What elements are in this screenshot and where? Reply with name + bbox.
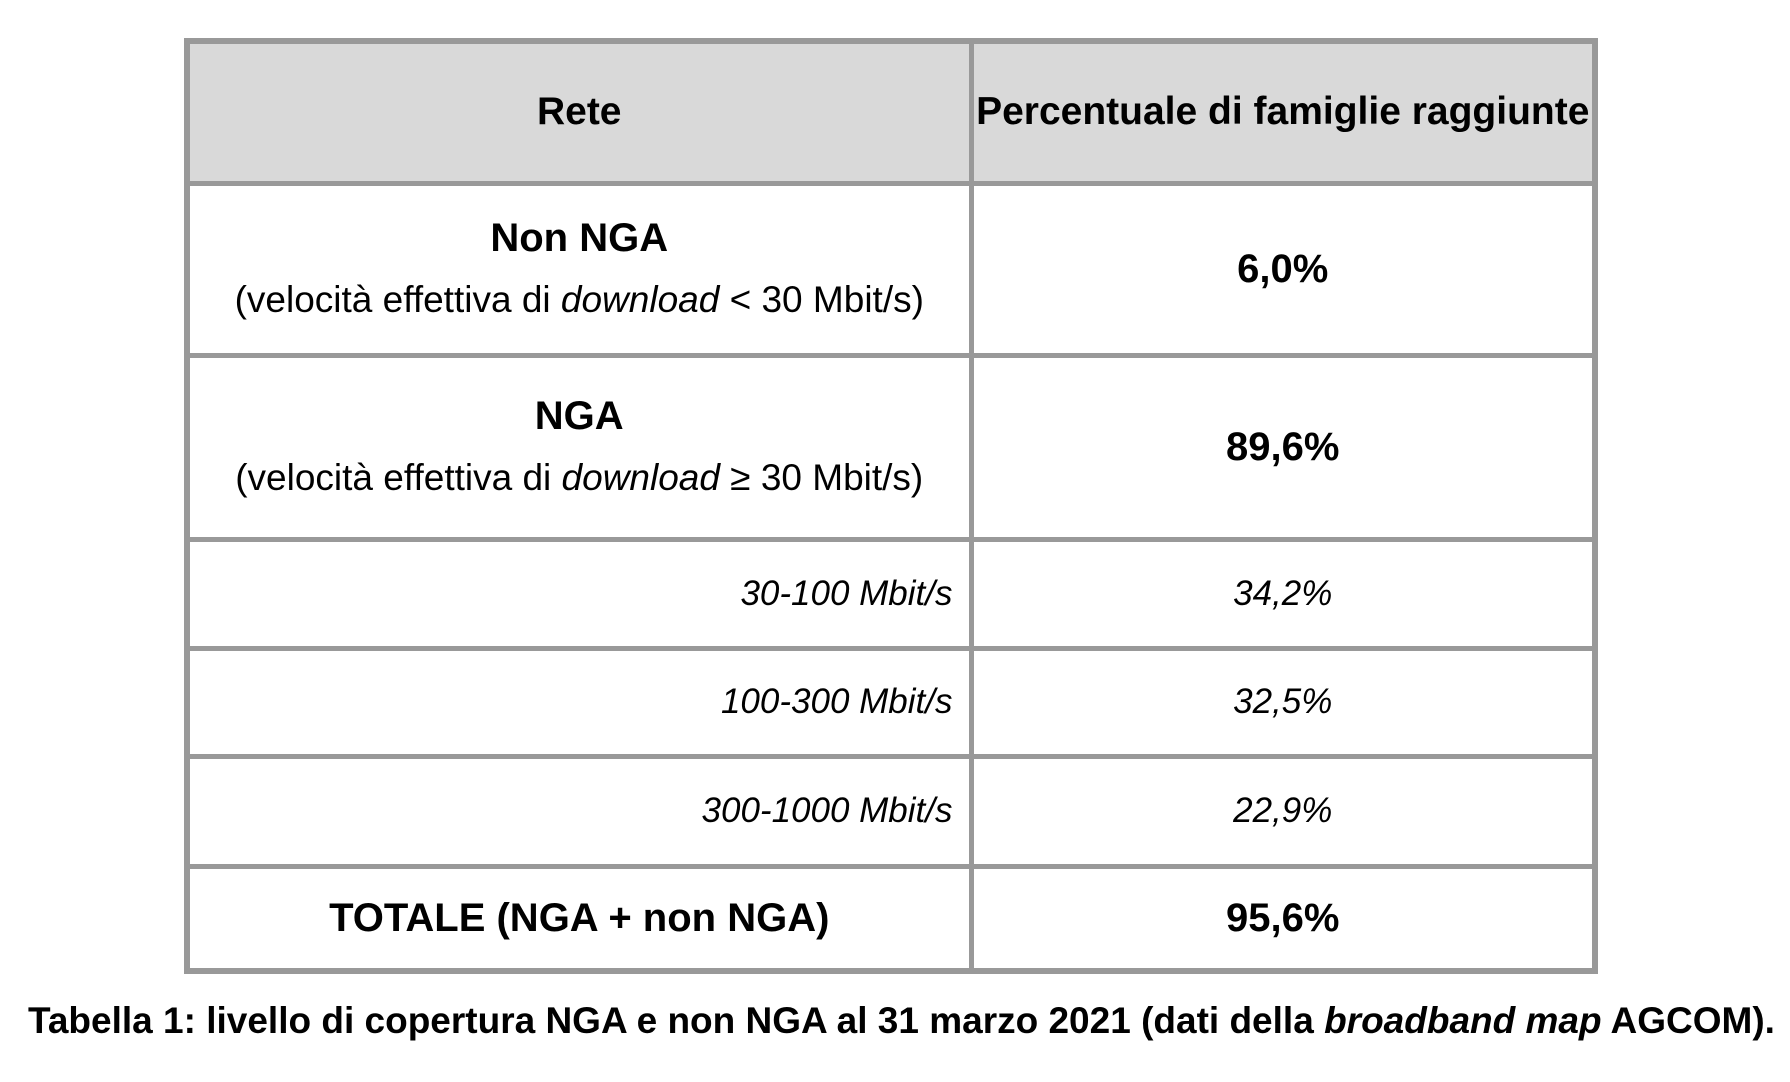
cell-band-30-100-value: 34,2% [968, 536, 1598, 651]
non-nga-label-block: Non NGA (velocità effettiva di download … [192, 208, 966, 330]
cell-band-300-1000-value: 22,9% [968, 753, 1598, 869]
table-header-row: Rete Percentuale di famiglie raggiunte [184, 38, 1598, 186]
band-300-1000-label: 300-1000 Mbit/s [701, 791, 953, 830]
nga-detail-italic: download [561, 457, 720, 498]
cell-totale-label: TOTALE (NGA + non NGA) [184, 863, 974, 974]
cell-nga-value: 89,6% [968, 352, 1598, 542]
cell-non-nga-label: Non NGA (velocità effettiva di download … [184, 180, 974, 358]
row-band-300-1000: 300-1000 Mbit/s 22,9% [184, 753, 1598, 869]
totale-value: 95,6% [1226, 895, 1340, 940]
non-nga-detail: (velocità effettiva di download < 30 Mbi… [192, 269, 966, 330]
non-nga-value: 6,0% [1237, 246, 1329, 291]
non-nga-detail-italic: download [560, 279, 720, 320]
cell-band-100-300-label: 100-300 Mbit/s [184, 645, 974, 759]
nga-label-block: NGA (velocità effettiva di download ≥ 30… [192, 386, 966, 508]
band-100-300-value: 32,5% [1233, 682, 1333, 721]
cell-nga-label: NGA (velocità effettiva di download ≥ 30… [184, 352, 974, 542]
non-nga-detail-pre: (velocità effettiva di [234, 279, 561, 320]
nga-detail: (velocità effettiva di download ≥ 30 Mbi… [192, 447, 966, 508]
nga-detail-post: ≥ 30 Mbit/s) [719, 457, 924, 498]
coverage-table: Rete Percentuale di famiglie raggiunte N… [184, 38, 1598, 974]
nga-title: NGA [534, 394, 624, 438]
caption-italic: broadband map [1324, 1000, 1602, 1041]
caption-pre: Tabella 1: livello di copertura NGA e no… [28, 1000, 1325, 1041]
header-rete-label: Rete [536, 90, 622, 134]
row-band-30-100: 30-100 Mbit/s 34,2% [184, 536, 1598, 651]
band-300-1000-value: 22,9% [1233, 791, 1333, 830]
header-cell-rete: Rete [184, 38, 974, 186]
row-band-100-300: 100-300 Mbit/s 32,5% [184, 645, 1598, 759]
band-30-100-label: 30-100 Mbit/s [740, 573, 953, 613]
header-percentuale-label: Percentuale di famiglie raggiunte [976, 90, 1590, 134]
nga-value: 89,6% [1226, 424, 1340, 469]
non-nga-detail-post: < 30 Mbit/s) [719, 279, 924, 320]
table-caption: Tabella 1: livello di copertura NGA e no… [28, 1000, 1788, 1042]
cell-non-nga-value: 6,0% [968, 180, 1598, 358]
caption-post: AGCOM). [1601, 1000, 1775, 1041]
totale-label: TOTALE (NGA + non NGA) [329, 895, 830, 940]
cell-totale-value: 95,6% [968, 863, 1598, 974]
nga-detail-pre: (velocità effettiva di [235, 457, 562, 498]
header-cell-percentuale: Percentuale di famiglie raggiunte [968, 38, 1598, 186]
non-nga-title: Non NGA [490, 216, 669, 260]
band-100-300-label: 100-300 Mbit/s [720, 682, 953, 721]
cell-band-30-100-label: 30-100 Mbit/s [184, 536, 974, 651]
cell-band-100-300-value: 32,5% [968, 645, 1598, 759]
row-nga: NGA (velocità effettiva di download ≥ 30… [184, 352, 1598, 542]
row-totale: TOTALE (NGA + non NGA) 95,6% [184, 863, 1598, 974]
row-non-nga: Non NGA (velocità effettiva di download … [184, 180, 1598, 358]
cell-band-300-1000-label: 300-1000 Mbit/s [184, 753, 974, 869]
band-30-100-value: 34,2% [1233, 573, 1333, 613]
